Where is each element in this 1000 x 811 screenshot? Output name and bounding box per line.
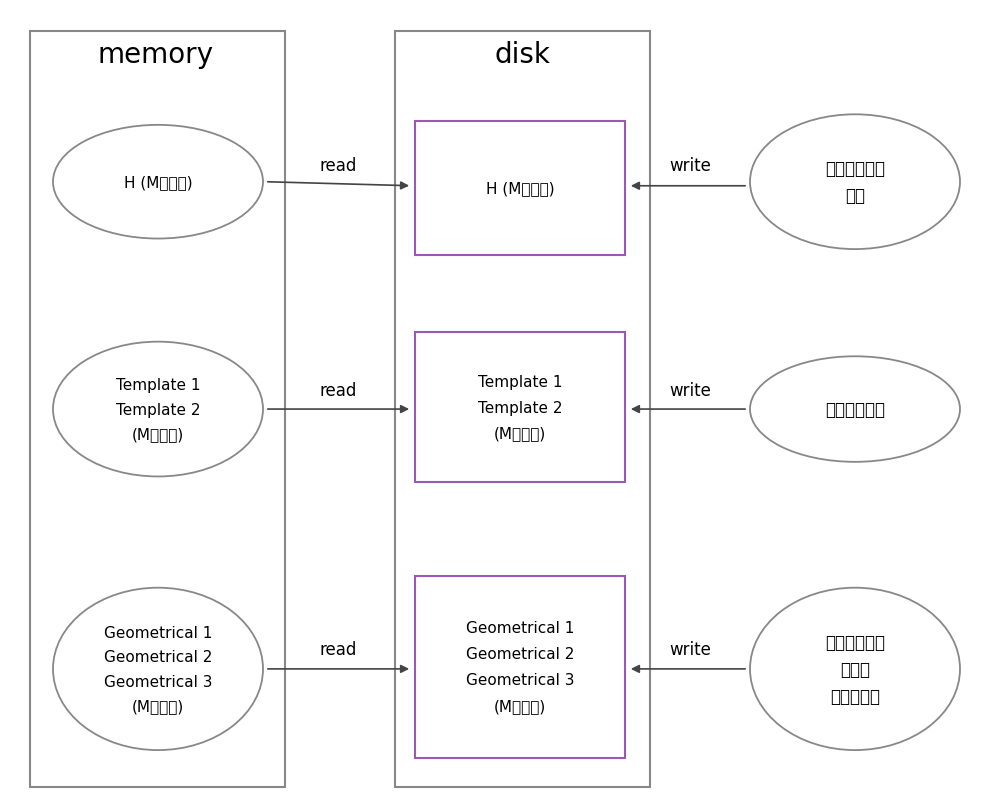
Text: Template 2: Template 2 xyxy=(478,400,562,415)
Text: (M个工位): (M个工位) xyxy=(494,426,546,441)
Text: read: read xyxy=(319,641,357,659)
Ellipse shape xyxy=(750,357,960,462)
Ellipse shape xyxy=(53,126,263,239)
Text: 构建相机标定: 构建相机标定 xyxy=(825,160,885,178)
Text: 待打点: 待打点 xyxy=(840,660,870,678)
Ellipse shape xyxy=(53,342,263,477)
Ellipse shape xyxy=(53,588,263,750)
Text: write: write xyxy=(669,381,711,399)
Ellipse shape xyxy=(750,115,960,250)
Bar xyxy=(415,333,625,483)
Text: memory: memory xyxy=(97,41,213,69)
Text: Template 1: Template 1 xyxy=(116,378,200,393)
Text: write: write xyxy=(669,641,711,659)
Ellipse shape xyxy=(750,588,960,750)
Text: Geometrical 1: Geometrical 1 xyxy=(466,620,574,636)
Text: Geometrical 3: Geometrical 3 xyxy=(104,674,212,689)
Text: disk: disk xyxy=(494,41,550,69)
Bar xyxy=(30,32,285,787)
Text: write: write xyxy=(669,157,711,174)
Text: read: read xyxy=(319,157,357,174)
Text: 的几何关系: 的几何关系 xyxy=(830,687,880,705)
Bar xyxy=(415,122,625,255)
Text: Geometrical 1: Geometrical 1 xyxy=(104,625,212,640)
Text: 矩阵: 矩阵 xyxy=(845,187,865,205)
Bar xyxy=(395,32,650,787)
Text: Geometrical 2: Geometrical 2 xyxy=(466,646,574,662)
Text: (M个工位): (M个工位) xyxy=(132,427,184,441)
Text: Geometrical 2: Geometrical 2 xyxy=(104,650,212,664)
Bar xyxy=(415,576,625,758)
Text: Geometrical 3: Geometrical 3 xyxy=(466,672,574,688)
Text: 构建已知点和: 构建已知点和 xyxy=(825,633,885,651)
Text: H (M个工位): H (M个工位) xyxy=(486,181,554,196)
Text: Template 1: Template 1 xyxy=(478,374,562,389)
Text: H (M个工位): H (M个工位) xyxy=(124,175,192,190)
Text: Template 2: Template 2 xyxy=(116,402,200,417)
Text: 构建图像模板: 构建图像模板 xyxy=(825,401,885,418)
Text: (M个工位): (M个工位) xyxy=(494,698,546,714)
Text: read: read xyxy=(319,381,357,399)
Text: (M个工位): (M个工位) xyxy=(132,698,184,713)
